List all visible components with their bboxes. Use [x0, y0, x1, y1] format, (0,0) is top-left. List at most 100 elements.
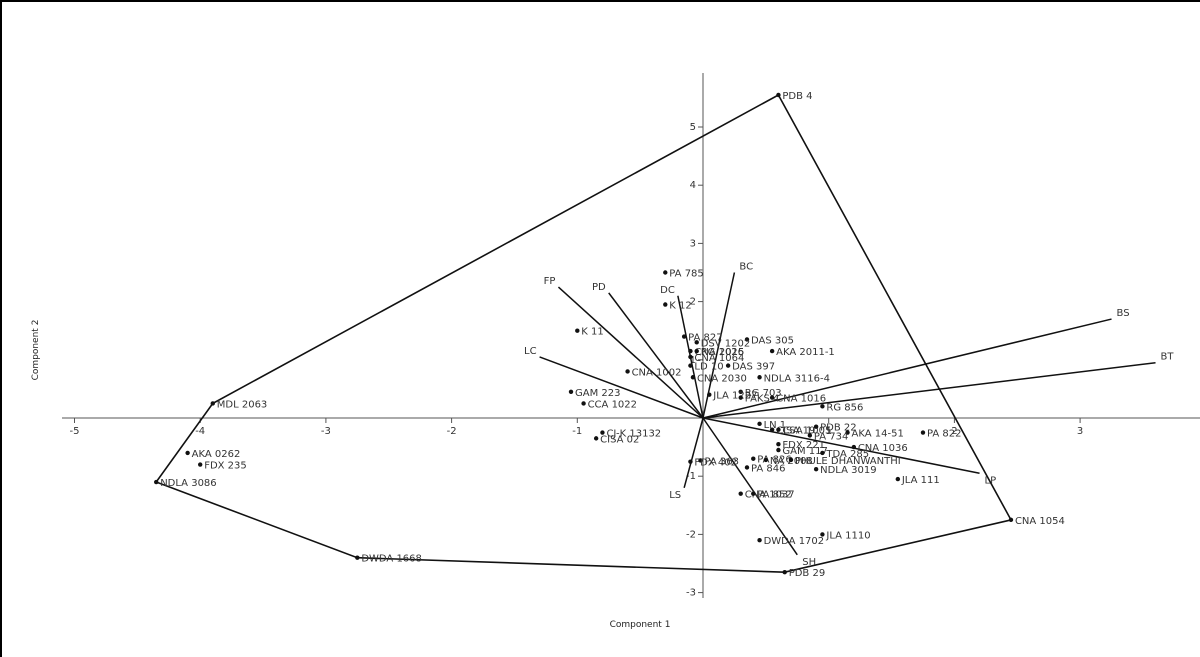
point-label: RG 703 [745, 388, 782, 399]
point-label: JLA 1227 [712, 391, 757, 402]
axes: -5 -4 -3 -2 -1 1 2 3 -3 -2 -1 1 2 3 4 5 [62, 73, 1200, 599]
score-point [690, 375, 696, 380]
point-label: PDB 22 [820, 423, 857, 434]
loading-vector [539, 356, 704, 419]
score-point [757, 375, 762, 380]
point-label: FDX 235 [204, 461, 247, 472]
score-point [198, 462, 203, 467]
score-point [568, 389, 574, 395]
point-label: PA 734 [814, 431, 849, 442]
score-point [757, 538, 762, 543]
point-label: CSA 1005 [782, 426, 831, 437]
point-label: CNA 1054 [1015, 516, 1065, 527]
x-tick-label: -4 [195, 426, 205, 437]
score-point [600, 430, 605, 435]
x-tick-label: -5 [70, 426, 80, 437]
y-axis-title: Component 2 [31, 320, 41, 381]
loading-label: SH [802, 557, 816, 568]
point-label: PA 852 [757, 490, 792, 501]
score-point [1008, 517, 1014, 523]
point-label: CISA 02 [600, 434, 639, 445]
loading-label: DC [660, 285, 675, 296]
point-label: RG 1026 [701, 347, 744, 358]
score-point [575, 328, 580, 333]
score-point [581, 401, 586, 406]
score-point [757, 421, 762, 427]
point-label: CISA 19 [776, 426, 815, 437]
score-point [738, 395, 743, 400]
point-label: PA 846 [751, 463, 786, 474]
score-point [769, 427, 775, 432]
y-tick-label: -1 [686, 471, 696, 482]
point-label: CNA 1016 [776, 394, 826, 405]
point-label: RG 856 [826, 402, 863, 413]
score-point [776, 427, 781, 432]
loading-label: BC [739, 262, 753, 273]
point-label: NDLA 3019 [820, 465, 876, 476]
score-point [681, 334, 687, 339]
score-point [738, 389, 743, 395]
score-point [688, 348, 693, 354]
point-label: JLA 1110 [825, 530, 870, 541]
point-label: CNA 1037 [745, 490, 795, 501]
point-label: DWDA 1702 [764, 536, 825, 547]
score-point [698, 458, 703, 463]
point-label: DWDA 1668 [361, 554, 422, 565]
loading-label: PD [592, 282, 606, 293]
x-tick-label: 3 [1077, 426, 1083, 437]
y-tick-label: -2 [686, 529, 696, 540]
loading-label: LC [524, 346, 537, 357]
loading-vector [702, 417, 798, 556]
score-point [355, 555, 360, 560]
x-tick-label: -3 [321, 426, 331, 437]
point-label: PA 785 [669, 269, 704, 280]
point-label: K 11 [581, 327, 603, 338]
point-label: CNA 2030 [697, 373, 747, 384]
score-point [663, 270, 668, 275]
score-point [782, 570, 787, 575]
score-point [769, 348, 775, 354]
x-tick-label: 1 [826, 426, 832, 437]
loading-vector [702, 361, 1156, 419]
score-point [813, 424, 819, 429]
score-point [895, 476, 901, 482]
score-point [807, 433, 813, 438]
point-label: AKA 14-51 [852, 429, 904, 440]
point-label: CNA 1036 [858, 443, 908, 454]
y-tick-label: 5 [690, 122, 696, 133]
score-point [688, 459, 693, 464]
score-point [845, 430, 850, 435]
score-point [688, 363, 693, 368]
loading-vector [702, 318, 1112, 419]
score-point [744, 465, 750, 470]
point-label: PA 363 [704, 456, 739, 467]
score-point [776, 447, 781, 453]
score-point [210, 401, 215, 406]
score-point [820, 532, 825, 537]
score-point [776, 92, 781, 98]
x-axis-title: Component 1 [610, 620, 671, 630]
loading-label: FP [544, 276, 556, 287]
score-point [185, 450, 190, 456]
score-point [707, 392, 712, 397]
loading-vector [557, 286, 704, 419]
point-label: PA 827 [688, 333, 723, 344]
score-point [738, 491, 743, 496]
score-point [688, 354, 693, 360]
point-label: PHULE DHANWANTHI [795, 456, 901, 467]
x-tick-label: -2 [447, 426, 457, 437]
point-label: DSV 1202 [701, 338, 751, 349]
score-point [625, 369, 630, 374]
point-label: GAM 223 [575, 388, 620, 399]
loading-vector [683, 417, 704, 489]
y-tick-label: 1 [690, 355, 696, 366]
point-label: CNA 1002 [632, 367, 682, 378]
point-label: PA 822 [927, 429, 962, 440]
score-point [663, 302, 668, 307]
score-point [763, 457, 769, 463]
point-label: FDX 221 [782, 440, 825, 451]
point-label: K 12 [669, 301, 691, 312]
y-tick-label: -3 [686, 588, 696, 599]
